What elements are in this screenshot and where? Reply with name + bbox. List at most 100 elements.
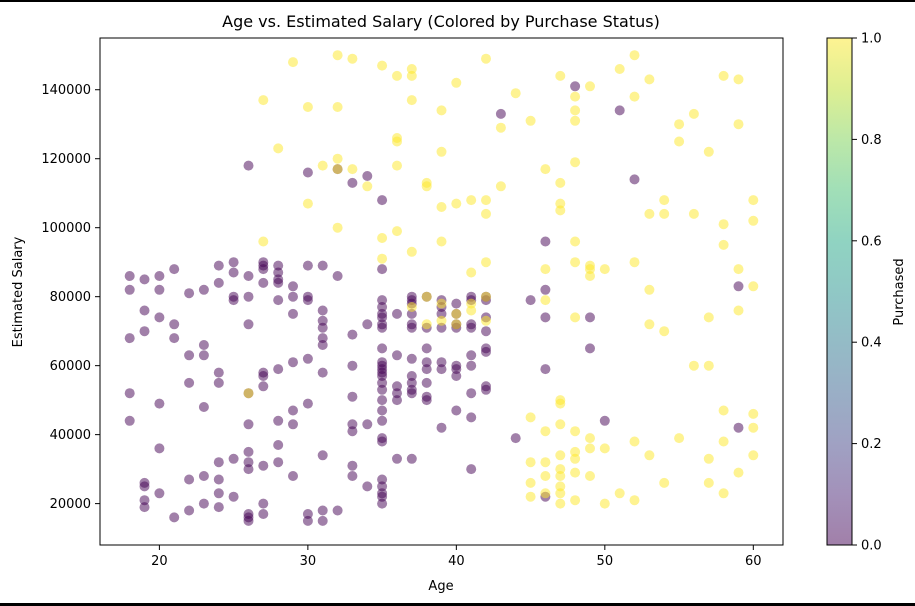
data-point [748,450,759,461]
data-point [436,322,447,333]
data-point [570,157,581,168]
data-point [347,471,358,481]
data-point [392,226,402,237]
data-point [481,326,491,337]
y-tick-label: 140000 [41,83,91,98]
data-point [332,222,343,233]
data-point [451,319,462,330]
data-point [436,357,447,368]
data-point [317,305,328,316]
data-point [540,457,551,468]
data-point [154,398,165,409]
data-point [377,436,388,447]
data-point [288,291,298,302]
data-point [629,257,640,268]
data-point [436,364,447,375]
data-point [154,488,165,499]
data-point [599,498,610,509]
data-point [332,271,343,281]
data-point [436,236,447,247]
data-point [392,453,402,464]
data-point [392,350,402,361]
data-point [377,322,388,333]
data-point [347,419,358,430]
data-point [555,398,566,409]
data-point [213,277,224,288]
data-point [332,102,343,112]
data-point [302,198,313,209]
data-point [688,360,699,371]
data-point [317,515,328,526]
data-point [377,498,388,509]
data-point [317,160,328,171]
data-point [718,70,729,81]
data-point [228,453,239,464]
data-point [659,208,670,219]
colorbar-label: Purchased [892,258,907,325]
data-point [570,91,581,102]
data-point [139,495,150,506]
y-tick-label: 80000 [50,290,91,305]
data-point [466,350,477,361]
data-point [733,467,744,478]
data-point [139,502,150,513]
data-point [540,284,551,295]
data-point [614,488,625,499]
data-point [629,436,640,447]
data-point [377,474,388,485]
data-point [258,460,269,471]
data-point [466,322,477,333]
data-point [555,498,566,509]
data-point [377,491,388,502]
data-point [184,288,195,299]
data-point [451,371,462,381]
data-point [258,95,269,106]
data-point [599,264,610,275]
data-point [436,298,447,309]
data-point [406,70,417,81]
plot-area-border [99,37,784,546]
data-point [243,457,254,468]
data-point [273,267,284,278]
data-point [258,509,269,519]
data-point [184,474,195,485]
data-point [570,426,581,437]
data-point [555,488,566,499]
data-point [169,512,180,523]
data-point [302,260,313,271]
data-point [392,395,402,406]
data-point [347,177,358,188]
data-point [570,257,581,268]
data-point [733,119,744,130]
data-point [154,284,165,295]
data-point [748,195,759,206]
data-point [733,264,744,275]
data-point [436,105,447,116]
data-point [481,346,491,357]
data-point [718,239,729,250]
y-tick-label: 40000 [50,428,91,443]
colorbar-tick-label: 0.4 [861,336,882,351]
data-point [406,308,417,319]
data-point [288,308,298,319]
y-tick-label: 120000 [41,152,91,167]
data-point [436,315,447,326]
data-point [273,260,284,271]
chart-title: Age vs. Estimated Salary (Colored by Pur… [222,12,660,31]
data-point [481,315,491,326]
data-point [451,198,462,209]
data-point [451,298,462,309]
data-point [302,509,313,519]
data-point [213,457,224,468]
data-point [198,284,209,295]
data-point [659,326,670,337]
data-point [317,505,328,516]
data-point [258,498,269,509]
data-point [525,115,536,126]
data-point [124,271,135,281]
data-point [540,426,551,437]
data-point [139,326,150,337]
data-point [184,350,195,361]
data-point [154,443,165,454]
